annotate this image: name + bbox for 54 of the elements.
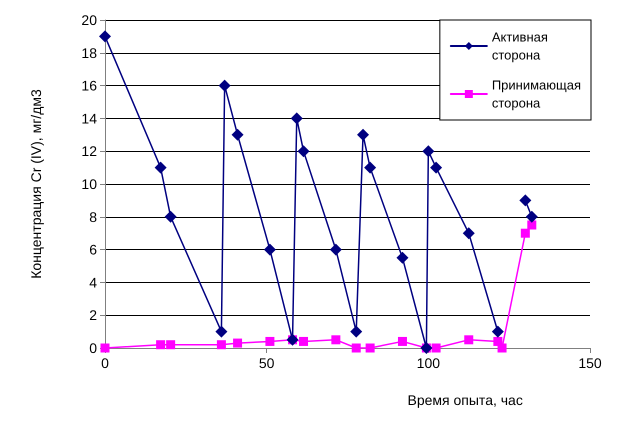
x-tick-label: 50	[258, 355, 275, 371]
point	[498, 344, 507, 352]
point	[430, 162, 442, 174]
y-tick-label: 6	[89, 242, 98, 258]
point	[156, 340, 166, 350]
point	[357, 128, 370, 141]
point	[299, 336, 308, 346]
point	[366, 344, 375, 352]
point	[464, 335, 474, 344]
point	[215, 326, 228, 338]
legend-label: Принимающая сторона	[492, 78, 582, 110]
y-tick-label: 18	[81, 44, 98, 61]
point	[520, 228, 530, 238]
point	[232, 128, 244, 141]
point	[216, 340, 226, 350]
point	[290, 112, 303, 124]
y-tick-label: 14	[81, 110, 98, 126]
point	[364, 162, 376, 174]
y-tick-label: 10	[81, 176, 98, 192]
point	[519, 194, 532, 206]
point	[527, 220, 536, 230]
x-tick-label: 100	[416, 355, 440, 371]
point	[164, 210, 177, 223]
point	[265, 336, 274, 346]
point	[432, 344, 441, 352]
point	[298, 145, 310, 158]
point	[462, 227, 475, 240]
x-tick-label: 150	[578, 355, 602, 371]
point	[350, 326, 362, 338]
point	[166, 340, 176, 350]
point	[154, 162, 167, 174]
x-tick-label: 0	[101, 355, 110, 371]
legend-label: Активная сторона	[492, 30, 548, 62]
point	[233, 338, 242, 348]
point	[526, 210, 538, 223]
y-axis-title: Концентрация Cr (IV), мг/дм3	[28, 89, 44, 279]
y-tick-label: 8	[89, 208, 98, 225]
y-tick-label: 0	[89, 340, 98, 356]
y-tick-label: 12	[81, 143, 98, 160]
y-tick-label: 2	[89, 307, 98, 324]
point	[99, 30, 111, 42]
point	[330, 244, 342, 256]
y-tick-label: 16	[81, 78, 98, 94]
y-tick-label: 20	[81, 12, 98, 28]
x-axis-title: Время опыта, час	[408, 392, 523, 408]
point	[218, 80, 231, 92]
point	[422, 145, 434, 158]
point	[264, 244, 276, 256]
point	[352, 344, 361, 352]
point	[396, 252, 408, 264]
y-tick-label: 4	[89, 274, 98, 290]
point	[331, 335, 340, 344]
point	[398, 336, 407, 346]
point	[492, 326, 504, 338]
